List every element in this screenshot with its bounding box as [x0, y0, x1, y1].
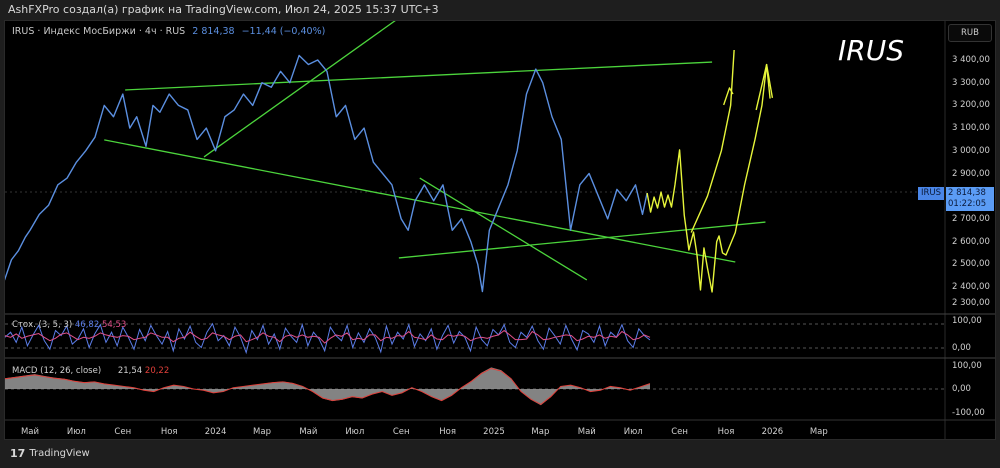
chart-title: AshFXPro создал(а) график на TradingView…	[8, 3, 439, 16]
time-axis-label: Май	[20, 427, 40, 437]
legend-change: −11,44 (−0,40%)	[241, 26, 326, 37]
price-axis-label: 2 400,00	[952, 282, 990, 292]
price-axis-label: 2 500,00	[952, 259, 990, 270]
symbol-legend[interactable]: IRUS · Индекс МосБиржи · 4ч · RUS 2 814,…	[12, 26, 325, 37]
price-axis-label: 3 400,00	[952, 55, 990, 65]
time-axis-label: Ноя	[160, 427, 178, 437]
stoch-legend[interactable]: Стох. (3, 5, 3) 46,82 54,53	[12, 320, 126, 330]
price-axis-label: 2 600,00	[952, 236, 990, 247]
forecast-branch-a-path[interactable]	[690, 49, 735, 233]
stoch_k-line	[4, 322, 651, 355]
macd-signal-line	[4, 367, 651, 405]
time-axis-label: Ноя	[717, 427, 735, 437]
time-axis-label: Мар	[531, 427, 550, 437]
time-axis-label: Ноя	[439, 427, 456, 437]
stoch_d-line	[4, 329, 651, 344]
tradingview-logo-icon: 17	[10, 447, 26, 460]
time-axis-label: 2024	[204, 427, 227, 437]
last-price-tag: 2 814,38 01:22:05	[946, 187, 994, 211]
currency-button[interactable]: RUB	[948, 24, 992, 42]
time-axis-label: 2026	[761, 427, 784, 437]
time-axis-label: Мар	[253, 427, 271, 437]
bar-countdown: 01:22:05	[948, 199, 987, 209]
time-axis-label: Июл	[623, 427, 643, 437]
forecast-arrow-b-path[interactable]	[755, 63, 774, 111]
price-axis-label: 3 300,00	[952, 77, 990, 88]
time-axis-label: Май	[577, 427, 596, 437]
time-axis-label: 2025	[483, 427, 505, 437]
price-axis-label: 3 000,00	[952, 145, 990, 156]
price-series-line[interactable]	[4, 54, 648, 293]
trendline-descending-support[interactable]	[104, 139, 736, 263]
last-price: 2 814,38	[948, 188, 986, 198]
time-axis-label: Сен	[114, 427, 132, 437]
price-axis-label: 2 900,00	[952, 168, 990, 179]
macd-histogram	[5, 367, 650, 406]
symbol-line: IRUS · Индекс МосБиржи · 4ч · RUS	[12, 26, 186, 37]
time-axis-label: Июл	[345, 427, 365, 437]
stoch-k-value: 46,82	[74, 320, 100, 330]
legend-price: 2 814,38	[192, 26, 235, 37]
macd-legend[interactable]: MACD (12, 26, close) 21,54 20,22	[12, 366, 169, 376]
footer-brand: TradingView	[29, 448, 90, 459]
price-axis-label: 3 100,00	[952, 123, 990, 134]
forecast-main-path[interactable]	[646, 63, 771, 293]
stoch-name: Стох. (3, 5, 3)	[12, 320, 73, 330]
time-axis-label: Май	[299, 427, 318, 437]
macd-value: 21,54	[117, 366, 143, 376]
trendline-rising-line[interactable]	[203, 18, 399, 158]
time-axis-label: Сен	[392, 427, 410, 437]
indicator-axis-label: 0,00	[952, 384, 971, 394]
trendline-upper-channel[interactable]	[125, 61, 713, 91]
time-axis-label: Сен	[671, 427, 688, 437]
stoch-d-value: 54,53	[101, 320, 127, 330]
price-axis-label: 2 700,00	[952, 213, 990, 224]
indicator-axis-label: 100,00	[952, 361, 982, 371]
indicator-axis-label: 0,00	[952, 343, 971, 353]
time-axis-label: Июл	[66, 427, 86, 437]
indicator-axis-label: 100,00	[952, 316, 982, 326]
symbol-price-tag: IRUS	[917, 187, 944, 200]
indicator-axis-label: -100,00	[952, 408, 985, 418]
price-axis-label: 3 200,00	[952, 100, 990, 111]
trendline-diagonal[interactable]	[419, 177, 588, 281]
trendline-lower-channel[interactable]	[398, 221, 766, 259]
price-axis-label: 2 300,00	[952, 298, 990, 308]
time-axis-label: Мар	[809, 427, 828, 437]
forecast-arrow-a-path[interactable]	[723, 87, 734, 106]
macd-name: MACD (12, 26, close)	[12, 366, 102, 376]
footer: 17 TradingView	[10, 447, 90, 460]
overlay-symbol-label: IRUS	[838, 34, 904, 67]
macd-signal-value: 20,22	[144, 366, 170, 376]
